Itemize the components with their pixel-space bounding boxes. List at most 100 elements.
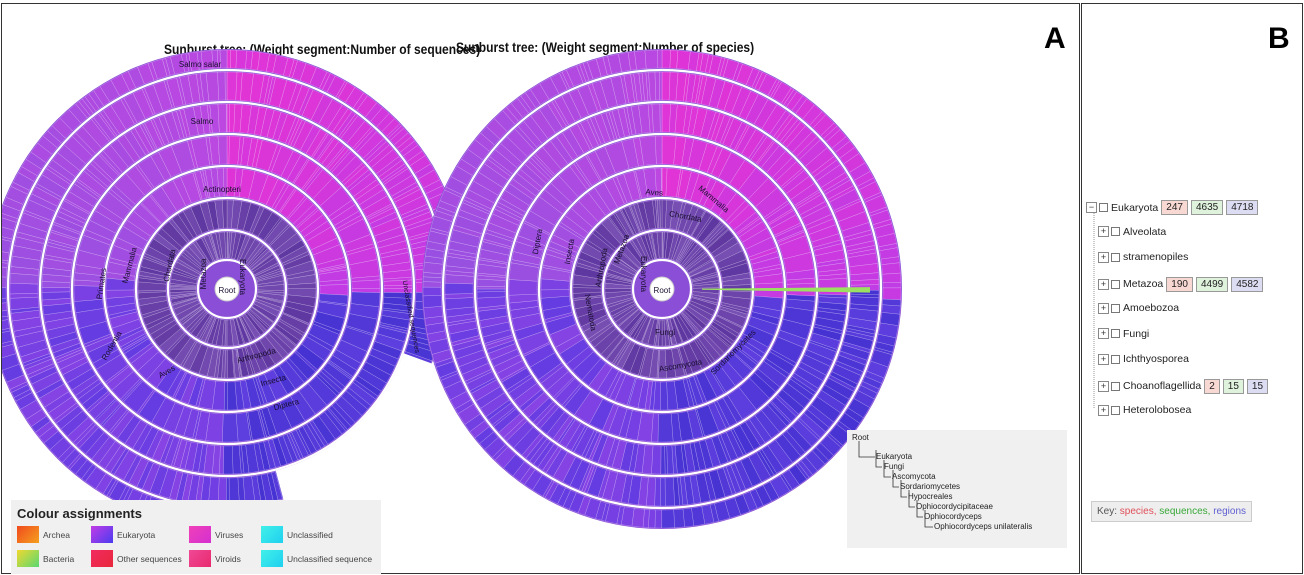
sunburst-segment[interactable] — [682, 507, 695, 528]
sunburst-segment[interactable] — [93, 113, 116, 141]
sunburst-segment[interactable] — [217, 103, 227, 133]
sunburst-segment[interactable] — [489, 149, 518, 175]
sunburst-segment[interactable] — [641, 444, 654, 474]
sunburst-segment[interactable] — [303, 220, 332, 242]
sunburst-segment[interactable] — [660, 167, 663, 197]
sunburst-segment[interactable] — [62, 361, 92, 384]
sunburst-segment[interactable] — [10, 306, 40, 314]
collapse-icon[interactable]: − — [1086, 202, 1097, 213]
sunburst-segment[interactable] — [608, 263, 635, 279]
sunburst-segment[interactable] — [575, 302, 605, 318]
sunburst-segment[interactable] — [145, 313, 173, 330]
sunburst-segment[interactable] — [79, 427, 105, 455]
sunburst-segment[interactable] — [2, 258, 9, 264]
sunburst-segment[interactable] — [183, 106, 199, 137]
sunburst-segment[interactable] — [208, 234, 219, 260]
sunburst-segment[interactable] — [601, 333, 625, 359]
sunburst-segment[interactable] — [286, 269, 316, 280]
sunburst-segment[interactable] — [98, 153, 121, 176]
sunburst-segment[interactable] — [318, 371, 343, 394]
sunburst-segment[interactable] — [352, 379, 379, 400]
sunburst-segment[interactable] — [610, 472, 627, 503]
sunburst-segment[interactable] — [216, 167, 225, 197]
sunburst-segment[interactable] — [235, 49, 248, 69]
sunburst-segment[interactable] — [248, 309, 269, 331]
sunburst-segment[interactable] — [809, 340, 838, 352]
sunburst-segment[interactable] — [173, 337, 196, 366]
sunburst-segment[interactable] — [682, 105, 693, 135]
sunburst-segment[interactable] — [230, 49, 237, 69]
sunburst-segment[interactable] — [643, 200, 656, 230]
sunburst-segment[interactable] — [169, 284, 197, 288]
sunburst-segment[interactable] — [17, 223, 48, 240]
sunburst-segment[interactable] — [229, 232, 237, 259]
sunburst-segment[interactable] — [221, 319, 227, 347]
sunburst-segment[interactable] — [74, 272, 103, 282]
sunburst-segment[interactable] — [255, 376, 268, 405]
sunburst-segment[interactable] — [677, 169, 692, 200]
sunburst-segment[interactable] — [486, 340, 516, 354]
sunburst-segment[interactable] — [381, 163, 407, 183]
sunburst-segment[interactable] — [581, 464, 595, 492]
sunburst-segment[interactable] — [508, 279, 538, 296]
sunburst-segment[interactable] — [530, 352, 562, 380]
sunburst-segment[interactable] — [811, 156, 837, 178]
sunburst-segment[interactable] — [100, 150, 123, 175]
sunburst-segment[interactable] — [188, 242, 209, 267]
sunburst-segment[interactable] — [485, 229, 514, 242]
sunburst-segment[interactable] — [524, 343, 555, 368]
sunburst-segment[interactable] — [274, 233, 302, 256]
sunburst-segment[interactable] — [180, 172, 201, 204]
sunburst-segment[interactable] — [238, 317, 251, 342]
sunburst-segment[interactable] — [800, 201, 828, 219]
sunburst-segment[interactable] — [446, 313, 476, 323]
sunburst-segment[interactable] — [239, 236, 256, 263]
sunburst-segment[interactable] — [35, 421, 54, 438]
sunburst-segment[interactable] — [756, 450, 775, 478]
sunburst-segment[interactable] — [173, 261, 200, 278]
sunburst-segment[interactable] — [386, 123, 402, 139]
sunburst-segment[interactable] — [296, 343, 325, 370]
sunburst-segment[interactable] — [308, 375, 338, 406]
sunburst-segment[interactable] — [171, 110, 185, 140]
sunburst-segment[interactable] — [523, 342, 550, 357]
sunburst-segment[interactable] — [288, 118, 303, 146]
sunburst-segment[interactable] — [109, 245, 141, 266]
sunburst-segment[interactable] — [35, 183, 62, 201]
sunburst-segment[interactable] — [859, 181, 881, 200]
sunburst-segment[interactable] — [667, 318, 677, 346]
sunburst-segment[interactable] — [840, 344, 870, 361]
sunburst-segment[interactable] — [113, 450, 138, 481]
sunburst-segment[interactable] — [251, 138, 263, 168]
sunburst-segment[interactable] — [233, 103, 243, 133]
sunburst-segment[interactable] — [477, 275, 506, 281]
sunburst-segment[interactable] — [511, 251, 542, 266]
tree-node[interactable]: + Ichthyosporea — [1098, 353, 1189, 365]
sunburst-segment[interactable] — [354, 375, 382, 397]
sunburst-segment[interactable] — [381, 309, 411, 321]
sunburst-segment[interactable] — [808, 224, 839, 243]
sunburst-segment[interactable] — [553, 224, 584, 248]
sunburst-segment[interactable] — [125, 166, 153, 196]
sunburst-segment[interactable] — [108, 257, 138, 269]
sunburst-segment[interactable] — [329, 355, 357, 377]
sunburst-segment[interactable] — [648, 232, 657, 260]
sunburst-segment[interactable] — [474, 426, 494, 444]
sunburst-segment[interactable] — [763, 358, 790, 378]
sunburst-segment[interactable] — [110, 74, 130, 97]
sunburst-segment[interactable] — [231, 232, 242, 260]
sunburst-segment[interactable] — [663, 319, 671, 347]
sunburst-segment[interactable] — [226, 199, 234, 229]
sunburst-segment[interactable] — [287, 83, 303, 112]
sunburst-segment[interactable] — [252, 377, 265, 406]
sunburst-segment[interactable] — [222, 199, 228, 229]
sunburst-segment[interactable] — [523, 220, 551, 236]
sunburst-segment[interactable] — [96, 354, 129, 383]
sunburst-segment[interactable] — [606, 336, 629, 364]
sunburst-segment[interactable] — [524, 210, 555, 234]
sunburst-segment[interactable] — [47, 239, 77, 250]
sunburst-segment[interactable] — [549, 323, 581, 348]
sunburst-segment[interactable] — [522, 392, 550, 418]
sunburst-segment[interactable] — [639, 135, 657, 166]
sunburst-segment[interactable] — [790, 183, 819, 206]
